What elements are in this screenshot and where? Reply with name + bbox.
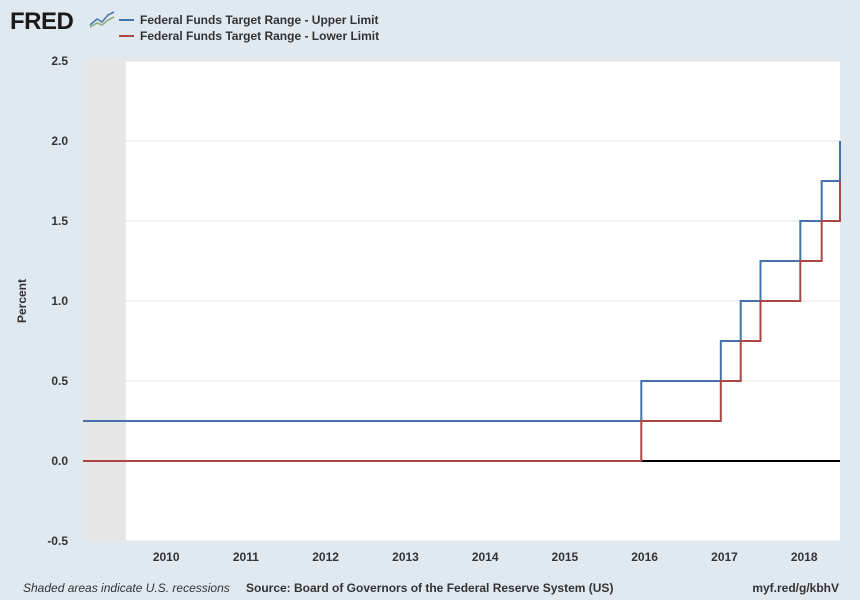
y-tick-label: 0.5 xyxy=(51,374,68,388)
y-tick-label: -0.5 xyxy=(47,534,68,548)
legend-swatch-upper xyxy=(119,18,134,21)
legend-label-upper: Federal Funds Target Range - Upper Limit xyxy=(140,13,379,27)
y-tick-label: 2.5 xyxy=(51,54,68,68)
x-tick-label: 2011 xyxy=(233,550,259,564)
source-note: Source: Board of Governors of the Federa… xyxy=(246,581,614,595)
legend-item-upper-limit[interactable]: Federal Funds Target Range - Upper Limit xyxy=(119,13,378,27)
fred-logo: FRED xyxy=(10,8,74,35)
x-tick-label: 2015 xyxy=(552,550,579,564)
y-tick-label: 0.0 xyxy=(51,454,68,468)
short-url-link[interactable]: myf.red/g/kbhV xyxy=(752,581,839,595)
series-line-lower-limit xyxy=(83,181,841,462)
legend-label-lower: Federal Funds Target Range - Lower Limit xyxy=(140,29,380,43)
y-axis-label: Percent xyxy=(15,279,29,323)
x-tick-label: 2013 xyxy=(392,550,419,564)
recession-note: Shaded areas indicate U.S. recessions xyxy=(23,581,230,595)
x-tick-label: 2012 xyxy=(312,550,339,564)
line-chart-icon xyxy=(89,10,115,28)
x-tick-label: 2017 xyxy=(711,550,738,564)
x-tick-label: 2016 xyxy=(631,550,658,564)
y-tick-label: 1.0 xyxy=(51,294,68,308)
legend-item-lower-limit[interactable]: Federal Funds Target Range - Lower Limit xyxy=(119,29,379,43)
y-tick-label: 2.0 xyxy=(51,134,68,148)
x-tick-label: 2018 xyxy=(791,550,818,564)
y-tick-label: 1.5 xyxy=(51,214,68,228)
x-tick-label: 2014 xyxy=(472,550,499,564)
x-tick-label: 2010 xyxy=(153,550,180,564)
legend-swatch-lower xyxy=(119,34,134,37)
